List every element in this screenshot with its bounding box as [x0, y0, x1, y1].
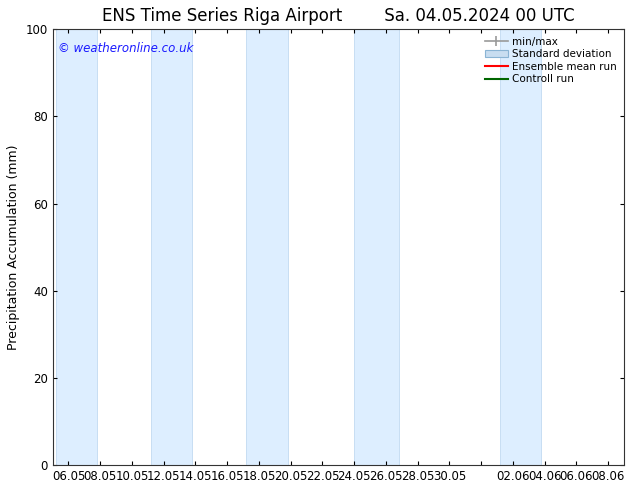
Text: © weatheronline.co.uk: © weatheronline.co.uk: [58, 42, 194, 55]
Y-axis label: Precipitation Accumulation (mm): Precipitation Accumulation (mm): [7, 145, 20, 350]
Bar: [354, 29, 399, 465]
Bar: [56, 29, 97, 465]
Legend: min/max, Standard deviation, Ensemble mean run, Controll run: min/max, Standard deviation, Ensemble me…: [483, 34, 619, 86]
Bar: [246, 29, 288, 465]
Bar: [500, 29, 541, 465]
Bar: [151, 29, 192, 465]
Title: ENS Time Series Riga Airport        Sa. 04.05.2024 00 UTC: ENS Time Series Riga Airport Sa. 04.05.2…: [102, 7, 574, 25]
